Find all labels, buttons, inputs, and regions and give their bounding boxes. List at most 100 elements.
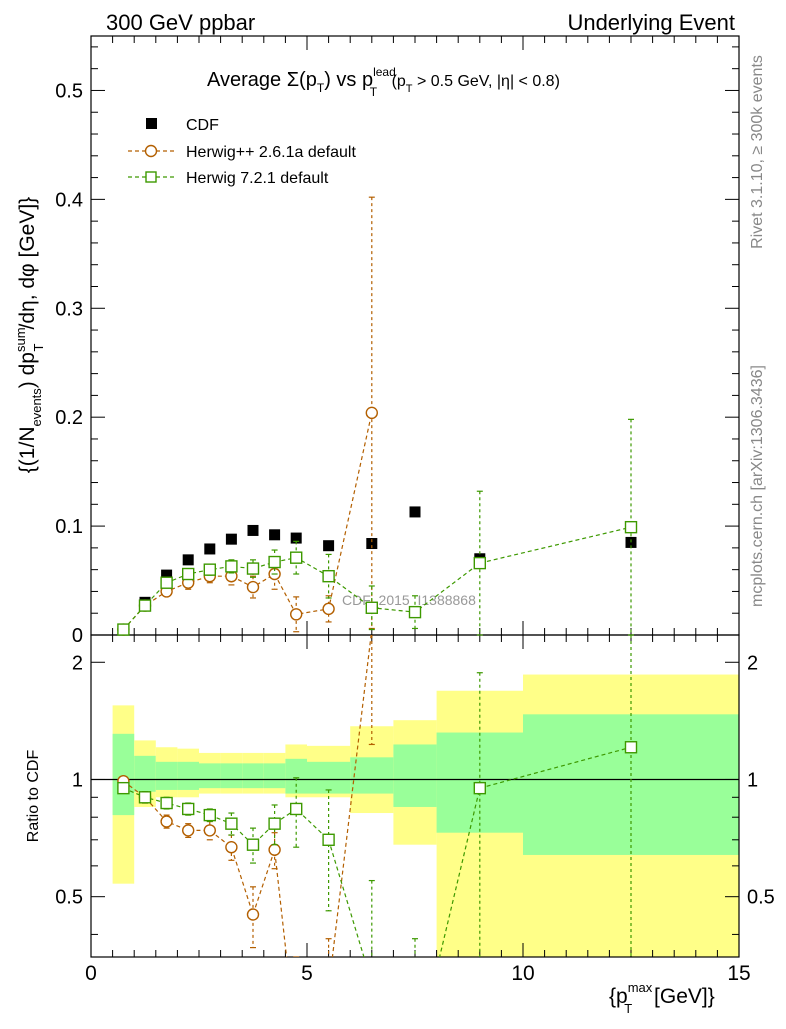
top-y-tick-label: 0 xyxy=(72,625,83,647)
cdf-data-point xyxy=(204,543,216,555)
top-series-line xyxy=(122,526,632,630)
legend-cdf-marker xyxy=(146,118,157,129)
bottom-y-tick-label-right: 0.5 xyxy=(747,887,775,909)
cdf-inner-band-bin xyxy=(285,758,307,794)
top-marker xyxy=(624,520,638,534)
cdf-inner-band-bin xyxy=(350,757,394,794)
top-marker xyxy=(246,580,260,594)
top-y-tick-label: 0.4 xyxy=(55,189,83,211)
cdf-data-point xyxy=(290,532,302,544)
bottom-marker xyxy=(473,781,486,795)
top-marker xyxy=(473,556,486,570)
top-y-tick-label: 0.5 xyxy=(55,80,83,102)
bottom-marker xyxy=(268,843,281,856)
top-marker xyxy=(290,608,303,621)
top-marker xyxy=(322,602,335,616)
cdf-data-point xyxy=(323,540,335,552)
bottom-marker xyxy=(246,908,260,921)
top-marker xyxy=(408,605,422,619)
header-left-label: 300 GeV ppbar xyxy=(106,10,255,35)
bottom-marker xyxy=(160,815,173,828)
x-tick-label: 10 xyxy=(511,962,534,985)
top-marker xyxy=(203,563,217,576)
cdf-data-point xyxy=(409,506,421,518)
cdf-inner-band-bin xyxy=(134,755,156,792)
cdf-inner-band-bin xyxy=(177,761,199,790)
top-marker xyxy=(365,406,378,420)
bottom-marker xyxy=(246,838,260,851)
cdf-data-point xyxy=(625,536,637,548)
cdf-inner-band-bin xyxy=(307,761,351,794)
top-marker xyxy=(268,555,281,569)
series-layer xyxy=(117,196,638,957)
top-y-tick-label: 0.2 xyxy=(55,407,83,429)
series-cdf xyxy=(117,506,637,636)
series-herwig-7-2-1-default xyxy=(117,418,638,957)
mcplots-credit-label: mcplots.cern.ch [arXiv:1306.3436] xyxy=(749,365,766,607)
cdf-inner-band-bin xyxy=(220,763,243,789)
bottom-marker xyxy=(203,824,217,837)
bottom-series-group xyxy=(117,635,638,957)
bottom-marker xyxy=(181,802,195,816)
bottom-y-tick-label: 0.5 xyxy=(55,887,83,909)
bottom-marker xyxy=(181,824,195,837)
bottom-marker xyxy=(117,781,130,795)
cdf-data-point xyxy=(225,533,237,545)
cdf-data-point xyxy=(182,554,194,566)
bottom-y-tick-label: 1 xyxy=(72,769,83,791)
bottom-y-tick-label-right: 2 xyxy=(747,652,758,674)
x-tick-label: 15 xyxy=(727,962,750,985)
cdf-inner-band-bin xyxy=(155,761,178,790)
top-marker xyxy=(322,569,335,583)
cdf-inner-band-bin xyxy=(393,744,437,807)
bottom-marker xyxy=(138,791,152,804)
cdf-inner-band-bin xyxy=(112,733,135,816)
legend-herwigpp-label: Herwig++ 2.6.1a default xyxy=(186,144,356,161)
top-marker xyxy=(246,562,260,575)
bottom-marker xyxy=(160,796,173,810)
cdf-inner-band-bin xyxy=(199,763,221,789)
legend: CDF Herwig++ 2.6.1a default Herwig 7.2.1… xyxy=(128,117,356,187)
top-panel-axes: 0 0.1 0.2 0.3 0.4 0.5 xyxy=(55,35,740,647)
top-marker xyxy=(117,623,130,636)
top-y-tick-label: 0.1 xyxy=(55,516,83,538)
top-marker xyxy=(225,560,238,573)
top-marker xyxy=(365,601,378,614)
top-marker xyxy=(138,599,152,612)
top-y-axis-label: {(1/Nevents) dpsum T/dη, dφ [GeV]} xyxy=(13,197,46,473)
plot-title: Average Σ(pT) vs plead T (pT > 0.5 GeV, |… xyxy=(207,65,560,99)
header-right-label: Underlying Event xyxy=(567,10,735,35)
bottom-marker xyxy=(203,808,217,822)
bottom-y-tick-label-right: 1 xyxy=(747,769,758,791)
bottom-series-line xyxy=(123,635,372,957)
cdf-data-point xyxy=(366,538,378,550)
bottom-marker xyxy=(225,840,238,854)
bottom-y-tick-label: 2 xyxy=(72,652,83,674)
bottom-marker xyxy=(290,802,303,816)
bottom-marker xyxy=(225,817,238,830)
bottom-marker xyxy=(322,833,335,846)
bottom-y-axis-label: Ratio to CDF xyxy=(25,750,42,843)
legend-cdf-label: CDF xyxy=(186,117,219,134)
bottom-series-group xyxy=(117,635,375,957)
top-marker xyxy=(290,551,303,564)
top-marker xyxy=(181,567,195,581)
bottom-marker xyxy=(624,741,638,754)
x-tick-label: 0 xyxy=(85,962,97,985)
cdf-data-point xyxy=(247,524,259,536)
x-axis-label: {pmax T [GeV]} xyxy=(609,980,715,1016)
rivet-version-label: Rivet 3.1.10, ≥ 300k events xyxy=(749,55,766,249)
cdf-inner-band-bin xyxy=(242,763,264,789)
bottom-marker xyxy=(268,817,281,830)
top-marker xyxy=(160,576,173,589)
cdf-data-point xyxy=(161,569,173,581)
top-series-line xyxy=(122,412,373,630)
cdf-data-point xyxy=(269,529,281,541)
series-herwig-2-6-1a-default xyxy=(117,196,378,957)
legend-herwig7-label: Herwig 7.2.1 default xyxy=(186,170,329,187)
legend-herwigpp-marker xyxy=(144,144,158,158)
top-y-tick-label: 0.3 xyxy=(55,298,83,320)
x-tick-label: 5 xyxy=(301,962,313,985)
